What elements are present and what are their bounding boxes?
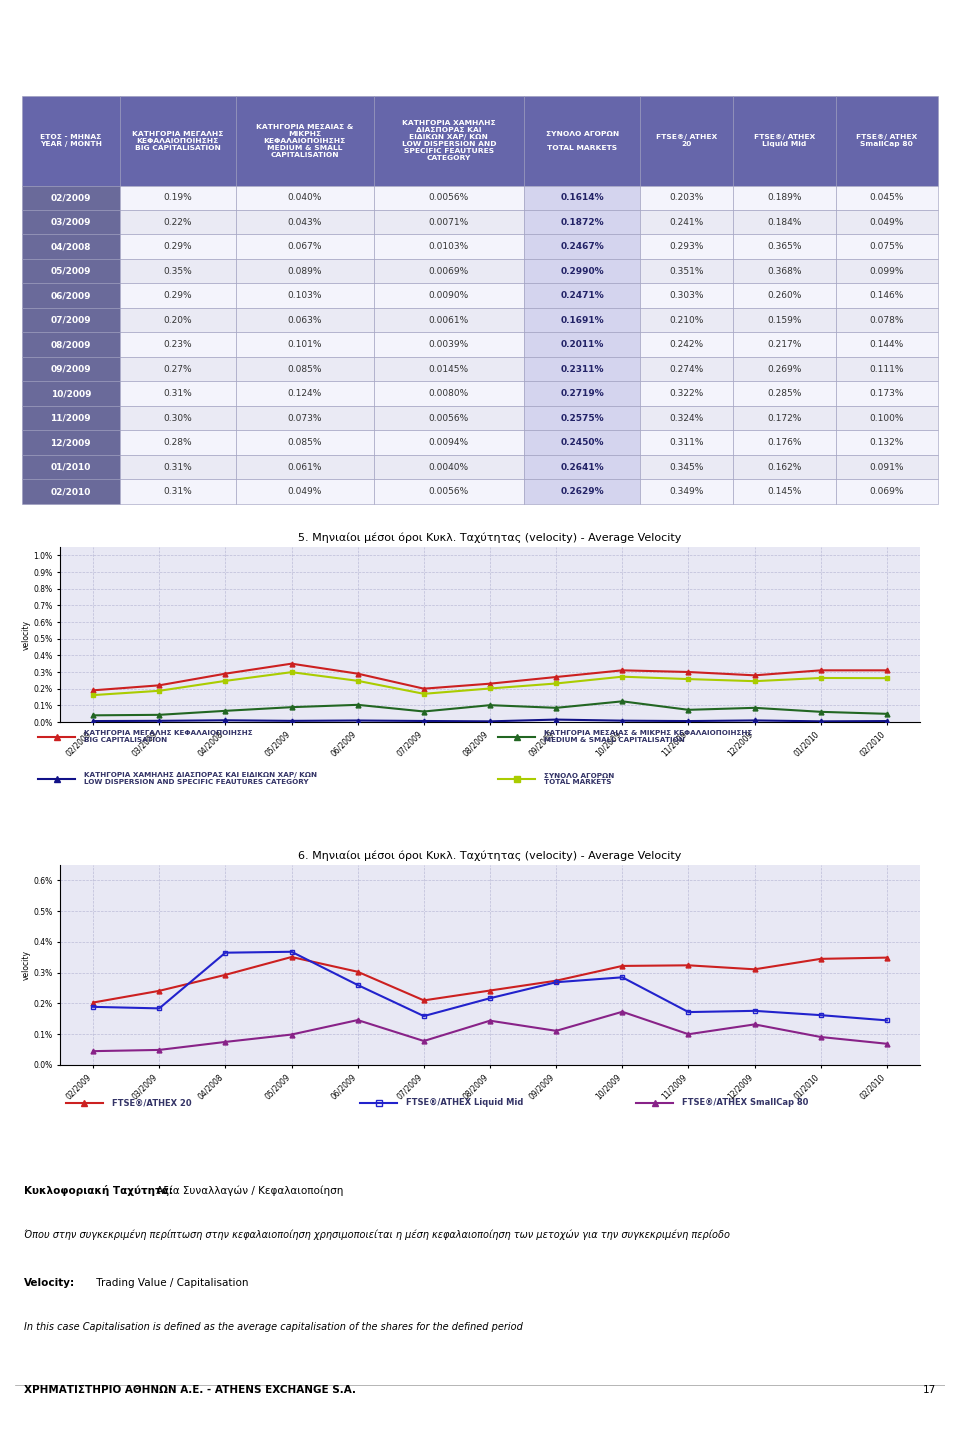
Title: 5. Μηνιαίοι μέσοι όροι Κυκλ. Ταχύτητας (velocity) - Average Velocity: 5. Μηνιαίοι μέσοι όροι Κυκλ. Ταχύτητας (…: [299, 533, 682, 544]
Text: In this case Capitalisation is defined as the average capitalisation of the shar: In this case Capitalisation is defined a…: [24, 1322, 523, 1332]
Title: 6. Μηνιαίοι μέσοι όροι Κυκλ. Ταχύτητας (velocity) - Average Velocity: 6. Μηνιαίοι μέσοι όροι Κυκλ. Ταχύτητας (…: [299, 850, 682, 862]
Y-axis label: velocity: velocity: [21, 620, 31, 650]
Text: ΣΥΝΟΛΟ ΑΓΟΡΩΝ
TOTAL MARKETS: ΣΥΝΟΛΟ ΑΓΟΡΩΝ TOTAL MARKETS: [544, 772, 614, 785]
Text: FTSE®/ATHEX SmallCap 80: FTSE®/ATHEX SmallCap 80: [683, 1098, 808, 1107]
Text: Αξία Συναλλαγών / Κεφαλαιοποίηση: Αξία Συναλλαγών / Κεφαλαιοποίηση: [153, 1185, 343, 1196]
Text: Trading Value / Capitalisation: Trading Value / Capitalisation: [93, 1277, 249, 1287]
Text: 17: 17: [923, 1386, 936, 1394]
Text: FTSE®/ATHEX 20: FTSE®/ATHEX 20: [112, 1098, 192, 1107]
Text: Μηνιαία μέση ημερήσια Κυκλοφοριακή Ταχύτητα (velocity) για ομάδες μετοχών: Μηνιαία μέση ημερήσια Κυκλοφοριακή Ταχύτ…: [139, 28, 821, 44]
Text: Κυκλοφοριακή Ταχύτητα:: Κυκλοφοριακή Ταχύτητα:: [24, 1185, 173, 1196]
Text: ΚΑΤΗΓΟΡΙΑ ΜΕΓΑΛΗΣ ΚΕΦΑΛΑΙΟΠΟΙΗΣΗΣ
BIG CAPITALISATION: ΚΑΤΗΓΟΡΙΑ ΜΕΓΑΛΗΣ ΚΕΦΑΛΑΙΟΠΟΙΗΣΗΣ BIG CA…: [84, 730, 253, 743]
Text: FTSE®/ATHEX Liquid Mid: FTSE®/ATHEX Liquid Mid: [406, 1098, 524, 1107]
Text: ΚΑΤΗΓΟΡΙΑ ΜΕΣΑΙΑΣ & ΜΙΚΡΗΣ ΚΕΦΑΛΑΙΟΠΟΙΗΣΗΣ
MEDIUM & SMALL CAPITALISATION: ΚΑΤΗΓΟΡΙΑ ΜΕΣΑΙΑΣ & ΜΙΚΡΗΣ ΚΕΦΑΛΑΙΟΠΟΙΗΣ…: [544, 730, 753, 743]
Text: ΧΡΗΜΑΤΙΣΤΗΡΙΟ ΑΘΗΝΩΝ Α.Ε. - ATHENS EXCHANGE S.A.: ΧΡΗΜΑΤΙΣΤΗΡΙΟ ΑΘΗΝΩΝ Α.Ε. - ATHENS EXCHA…: [24, 1386, 356, 1394]
Text: ΚΑΤΗΓΟΡΙΑ ΧΑΜΗΛΗΣ ΔΙΑΣΠΟΡΑΣ ΚΑΙ ΕΙΔΙΚΩΝ ΧΑΡ/ ΚΩΝ
LOW DISPERSION AND SPECIFIC FEA: ΚΑΤΗΓΟΡΙΑ ΧΑΜΗΛΗΣ ΔΙΑΣΠΟΡΑΣ ΚΑΙ ΕΙΔΙΚΩΝ …: [84, 772, 318, 785]
Text: Monthly average daily velocity for groups of shares: Monthly average daily velocity for group…: [277, 57, 683, 71]
Text: Velocity:: Velocity:: [24, 1277, 76, 1287]
Text: Όπου στην συγκεκριμένη περίπτωση στην κεφαλαιοποίηση χρησιμοποιείται η μέση κεφα: Όπου στην συγκεκριμένη περίπτωση στην κε…: [24, 1230, 731, 1241]
Y-axis label: velocity: velocity: [21, 950, 31, 979]
